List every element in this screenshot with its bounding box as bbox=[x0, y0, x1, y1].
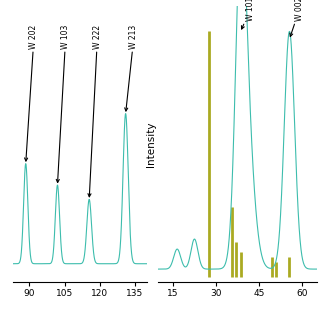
Text: W 101: W 101 bbox=[242, 0, 255, 29]
Text: W 213: W 213 bbox=[125, 25, 138, 111]
Y-axis label: Intensity: Intensity bbox=[146, 121, 156, 167]
Text: W 103: W 103 bbox=[56, 25, 70, 182]
Text: W 202: W 202 bbox=[25, 25, 38, 161]
Text: W 222: W 222 bbox=[88, 25, 102, 197]
Text: W 002: W 002 bbox=[290, 0, 304, 36]
